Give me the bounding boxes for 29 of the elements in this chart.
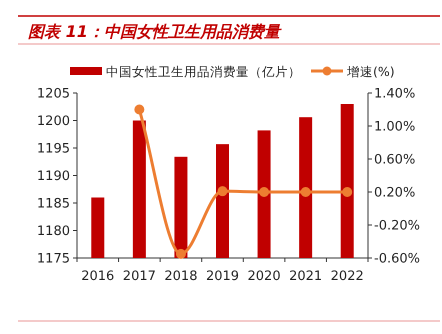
- point: [134, 104, 144, 114]
- point: [300, 187, 311, 197]
- x-tick-label: 2021: [289, 269, 322, 284]
- x-tick-label: 2022: [330, 269, 364, 284]
- point: [176, 248, 186, 259]
- x-tick-label: 2017: [122, 269, 156, 284]
- x-tick-label: 2016: [81, 269, 114, 284]
- y-tick-label: 1180: [36, 224, 70, 239]
- legend-label: 中国女性卫生用品消费量（亿片）: [106, 64, 301, 79]
- point: [259, 187, 270, 197]
- y2-tick-label: -0.60%: [374, 252, 420, 266]
- y-tick-label: 1190: [36, 169, 70, 184]
- y-tick-label: 1175: [36, 252, 70, 266]
- y2-tick-label: -0.20%: [374, 218, 420, 234]
- y-tick-label: 1195: [36, 142, 70, 156]
- legend-label: 增速(%): [346, 64, 395, 79]
- y2-tick-label: 0.20%: [374, 186, 416, 200]
- chart-title: 图表 11：中国女性卫生用品消费量: [28, 22, 282, 41]
- point: [218, 186, 228, 196]
- x-tick-label: 2020: [248, 269, 281, 284]
- y2-tick-label: 0.60%: [374, 152, 416, 168]
- point: [342, 187, 352, 197]
- y2-tick-label: 1.40%: [374, 86, 416, 102]
- y2-tick-label: 1.00%: [374, 120, 416, 134]
- y-tick-label: 1185: [36, 196, 70, 212]
- x-tick-label: 2018: [164, 269, 198, 284]
- x-tick-label: 2019: [206, 269, 240, 284]
- y-tick-label: 1205: [36, 86, 70, 102]
- y-tick-label: 1200: [36, 114, 70, 129]
